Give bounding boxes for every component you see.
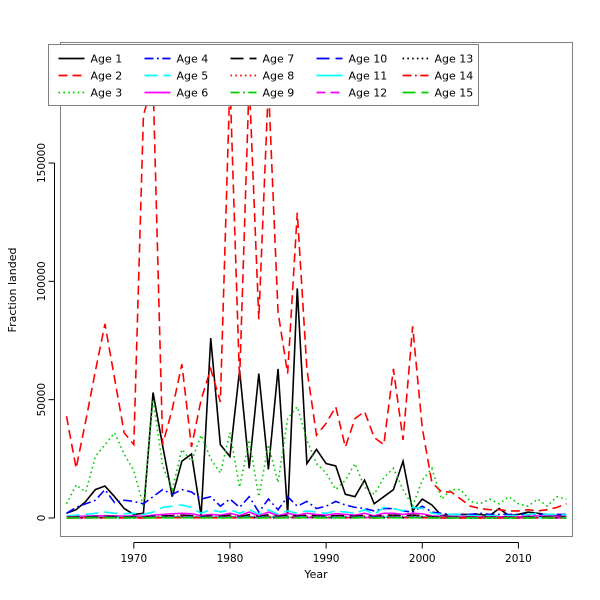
legend-label-age-13: Age 13 [435,53,474,66]
plot-frame [60,42,573,537]
legend-label-age-12: Age 12 [349,87,388,100]
series-line-age-1 [66,288,567,517]
x-tick-label: 1980 [217,553,244,565]
legend-label-age-7: Age 7 [263,53,295,66]
legend-label-age-1: Age 1 [91,53,123,66]
x-tick-label: 2010 [505,553,532,565]
series-line-age-4 [66,488,567,516]
legend-label-age-11: Age 11 [349,70,388,83]
legend-label-age-3: Age 3 [91,87,123,100]
y-tick-label: 0 [36,515,48,522]
x-tick-label: 2000 [409,553,436,565]
legend-label-age-10: Age 10 [349,53,388,66]
series-line-age-5 [66,504,567,517]
y-tick-label: 100000 [36,261,48,301]
legend-label-age-5: Age 5 [177,70,209,83]
legend-label-age-9: Age 9 [263,87,295,100]
y-axis: 0 50000 100000 150000 [36,143,55,521]
legend-label-age-2: Age 2 [91,70,123,83]
x-tick-label: 1990 [313,553,340,565]
x-axis: 1970 1980 1990 2000 2010 [120,542,532,565]
x-tick-label: 1970 [120,553,147,565]
x-axis-title: Year [303,568,328,581]
legend-label-age-4: Age 4 [177,53,209,66]
y-tick-label: 50000 [36,383,48,416]
y-axis-title: Fraction landed [6,248,19,333]
chart-legend: Age 1 Age 2 Age 3 Age 4 Age 5 Age 6 Age 7 Age 8… [48,44,479,106]
legend-label-age-15: Age 15 [435,87,474,100]
legend-label-age-6: Age 6 [177,87,209,100]
series-line-age-3 [65,399,567,509]
legend-label-age-14: Age 14 [435,70,474,83]
y-tick-label: 150000 [36,143,48,183]
legend-label-age-8: Age 8 [263,70,295,83]
